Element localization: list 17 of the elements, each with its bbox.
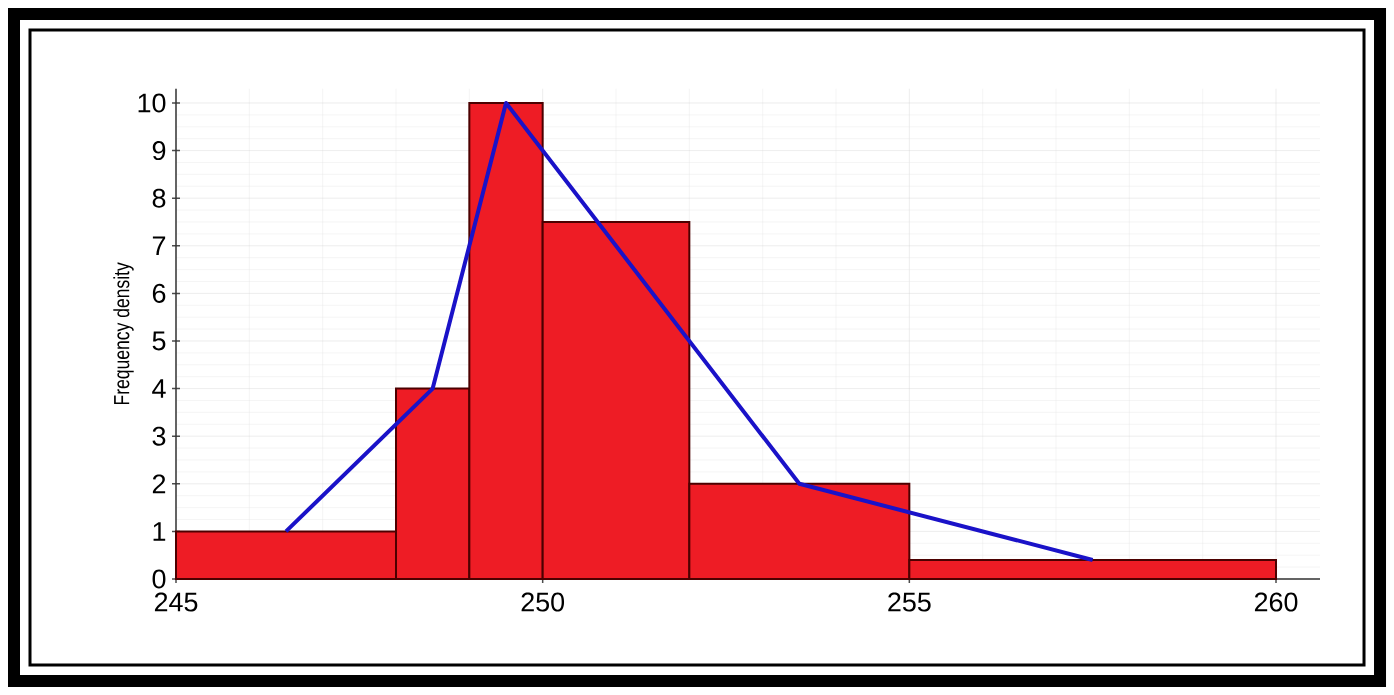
y-tick-label: 9 — [152, 141, 166, 161]
x-tick-label: 250 — [521, 592, 565, 612]
x-tick-label: 260 — [1254, 592, 1298, 612]
y-tick-label: 5 — [152, 331, 166, 351]
x-tick-label: 245 — [154, 592, 198, 612]
y-tick-label: 1 — [153, 522, 166, 541]
y-tick-label: 4 — [152, 379, 166, 398]
y-tick-label: 8 — [152, 188, 166, 208]
x-tick-label: 255 — [888, 592, 931, 612]
y-tick-label: 7 — [152, 236, 166, 256]
y-tick-label: 3 — [152, 426, 166, 446]
y-axis-title: Frequency density — [113, 262, 134, 405]
y-tick-label: 10 — [138, 93, 166, 113]
y-tick-label: 2 — [152, 474, 166, 494]
y-tick-label: 0 — [152, 569, 166, 589]
y-tick-label: 6 — [152, 283, 166, 303]
line-series — [284, 100, 1095, 562]
